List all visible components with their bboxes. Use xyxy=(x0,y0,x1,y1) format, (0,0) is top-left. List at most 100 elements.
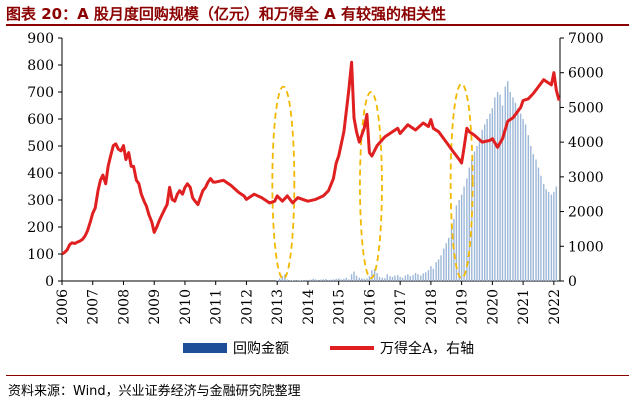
repurchase-bar xyxy=(486,119,488,281)
repurchase-bar xyxy=(440,255,442,281)
repurchase-bar xyxy=(325,279,327,281)
x-tick-label: 2018 xyxy=(424,289,440,325)
repurchase-bar xyxy=(281,276,284,281)
repurchase-bar xyxy=(445,243,447,281)
repurchase-bar xyxy=(550,194,553,281)
repurchase-bar xyxy=(391,276,394,281)
repurchase-bar xyxy=(386,274,388,281)
repurchase-bar xyxy=(363,278,365,281)
title-rule xyxy=(6,24,629,26)
highlight-ellipses xyxy=(271,83,474,280)
repurchase-bar xyxy=(501,105,504,281)
right-tick-label: 4000 xyxy=(568,135,604,151)
repurchase-bar xyxy=(547,191,550,281)
repurchase-bar xyxy=(335,278,337,281)
repurchase-bar xyxy=(401,277,404,281)
repurchase-bar xyxy=(399,276,401,281)
x-tick-label: 2006 xyxy=(55,289,71,325)
repurchase-bar xyxy=(476,146,478,281)
repurchase-bar xyxy=(512,97,514,282)
repurchase-bar xyxy=(532,154,534,281)
repurchase-bar xyxy=(553,191,555,281)
repurchase-bar xyxy=(494,97,496,282)
repurchase-bar xyxy=(420,275,422,281)
repurchase-bar xyxy=(297,280,299,281)
repurchase-bar xyxy=(471,159,473,281)
legend-label-line: 万得全A，右轴 xyxy=(380,340,474,357)
repurchase-bar xyxy=(524,124,527,282)
repurchase-bar xyxy=(384,278,386,281)
right-tick-label: 1000 xyxy=(568,239,604,255)
right-tick-label: 7000 xyxy=(568,31,604,47)
repurchase-bar xyxy=(314,279,317,281)
repurchase-bar xyxy=(424,272,427,281)
repurchase-bar xyxy=(276,280,278,281)
repurchase-bar xyxy=(499,94,501,281)
repurchase-bar xyxy=(435,262,437,281)
x-tick-label: 2022 xyxy=(547,289,563,325)
highlight-ellipse xyxy=(449,83,474,280)
right-axis-ticks: 0 1000 2000 3000 4000 5000 6000 7000 xyxy=(560,31,604,290)
source-note: 资料来源：Wind，兴业证券经济与金融研究院整理 xyxy=(8,384,301,399)
repurchase-bar xyxy=(294,279,296,281)
repurchase-bar xyxy=(366,278,368,281)
x-tick-label: 2014 xyxy=(301,289,317,325)
left-tick-label: 0 xyxy=(45,274,54,290)
legend-swatch-bars xyxy=(183,343,227,353)
x-tick-label: 2013 xyxy=(270,289,286,325)
right-tick-label: 6000 xyxy=(568,66,604,82)
repurchase-bar xyxy=(422,273,424,281)
repurchase-bar xyxy=(473,151,476,281)
x-tick-label: 2007 xyxy=(86,289,102,325)
repurchase-bar xyxy=(312,278,314,281)
repurchase-bar xyxy=(381,277,384,281)
repurchase-bar xyxy=(530,146,532,281)
repurchase-bar xyxy=(437,259,440,281)
x-tick-label: 2011 xyxy=(209,289,225,325)
right-tick-label: 2000 xyxy=(568,205,604,221)
repurchase-bar xyxy=(414,272,417,281)
repurchase-bar xyxy=(412,275,414,281)
legend-label-bars: 回购金额 xyxy=(233,341,289,357)
repurchase-bar xyxy=(537,167,540,281)
repurchase-bar xyxy=(378,276,381,281)
left-tick-label: 800 xyxy=(27,58,54,74)
repurchase-bar xyxy=(514,102,517,281)
left-tick-label: 700 xyxy=(27,85,54,101)
wind-all-a-line xyxy=(61,60,561,256)
repurchase-bar xyxy=(286,279,289,281)
repurchase-bar xyxy=(299,280,301,281)
repurchase-bar xyxy=(545,189,547,281)
repurchase-bar xyxy=(504,86,506,281)
left-tick-label: 200 xyxy=(27,220,54,236)
repurchase-bar xyxy=(332,279,335,281)
repurchase-bar xyxy=(355,275,358,281)
right-tick-label: 5000 xyxy=(568,100,604,116)
repurchase-bar xyxy=(522,119,524,281)
x-tick-label: 2016 xyxy=(362,289,378,325)
repurchase-bar xyxy=(309,279,312,281)
x-tick-label: 2021 xyxy=(516,289,532,325)
repurchase-bar xyxy=(330,279,332,281)
repurchase-bar xyxy=(460,194,463,281)
x-tick-label: 2020 xyxy=(485,289,501,325)
repurchase-bar xyxy=(301,280,304,281)
repurchase-bar xyxy=(519,113,522,281)
repurchase-bar xyxy=(320,279,322,281)
repurchase-bar xyxy=(396,275,399,281)
repurchase-bar xyxy=(304,279,307,281)
x-tick-label: 2010 xyxy=(178,289,194,325)
highlight-ellipse xyxy=(359,91,383,280)
repurchase-bar xyxy=(450,224,453,281)
repurchase-bar xyxy=(535,159,537,281)
source-rule xyxy=(6,375,629,376)
left-tick-label: 300 xyxy=(27,193,54,209)
repurchase-bar xyxy=(291,280,294,281)
x-tick-label: 2008 xyxy=(116,289,132,325)
repurchase-bar xyxy=(527,135,530,281)
legend: 回购金额 万得全A，右轴 xyxy=(183,340,474,357)
repurchase-bar xyxy=(468,167,471,281)
repurchase-bar xyxy=(448,237,450,281)
repurchase-bar xyxy=(543,183,545,281)
left-tick-label: 500 xyxy=(27,139,54,155)
